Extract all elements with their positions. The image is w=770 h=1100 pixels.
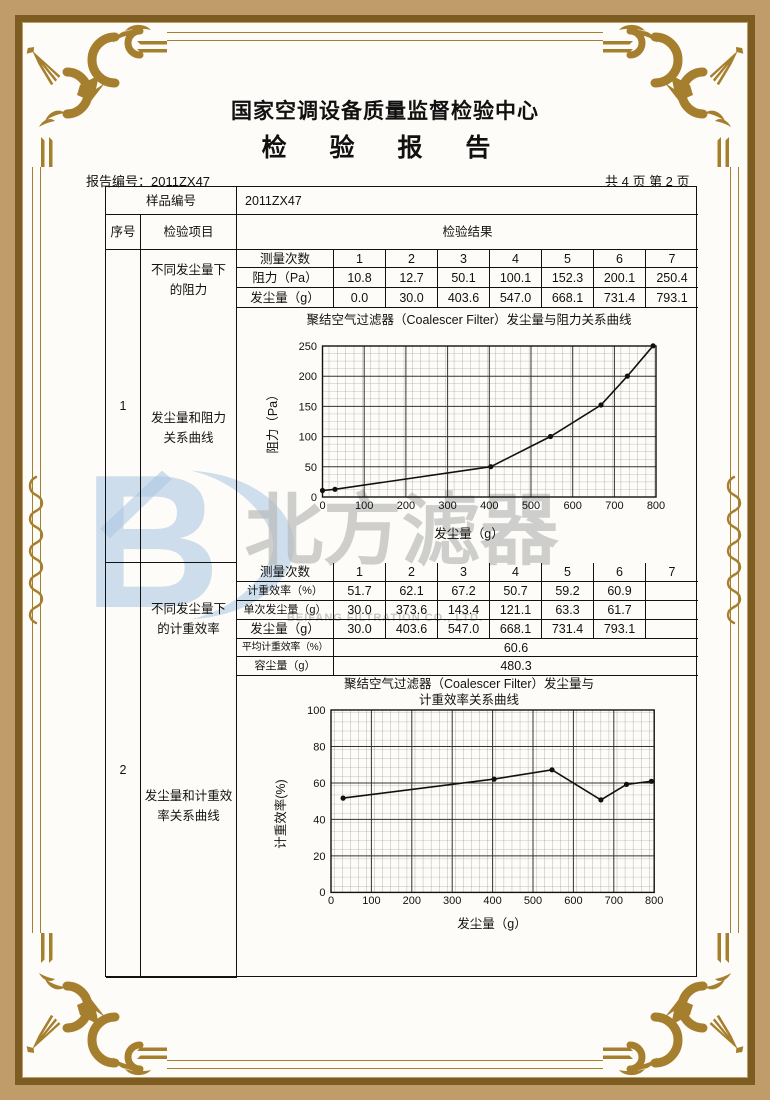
svg-text:400: 400 [480,500,498,512]
svg-text:计重效率(%): 计重效率(%) [273,779,288,848]
svg-text:200: 200 [299,371,317,383]
svg-text:发尘量（g）: 发尘量（g） [434,526,503,541]
svg-text:500: 500 [524,895,542,907]
svg-text:0: 0 [319,887,325,899]
svg-text:聚结空气过滤器（Coalescer Filter）发尘量与: 聚结空气过滤器（Coalescer Filter）发尘量与 [344,676,594,691]
svg-text:600: 600 [564,500,582,512]
svg-text:阻力（Pa）: 阻力（Pa） [266,388,280,453]
svg-text:0: 0 [319,500,325,512]
svg-text:500: 500 [522,500,540,512]
svg-text:100: 100 [307,705,325,717]
svg-text:150: 150 [299,401,317,413]
svg-text:200: 200 [397,500,415,512]
svg-text:60: 60 [313,778,325,790]
svg-text:计重效率关系曲线: 计重效率关系曲线 [419,692,520,707]
svg-text:40: 40 [313,814,325,826]
svg-text:80: 80 [313,742,325,754]
svg-text:100: 100 [362,895,380,907]
svg-text:100: 100 [299,432,317,444]
svg-text:发尘量（g）: 发尘量（g） [457,916,526,931]
svg-text:250: 250 [299,341,317,353]
svg-text:200: 200 [403,895,421,907]
svg-text:0: 0 [328,895,334,907]
svg-text:100: 100 [355,500,373,512]
svg-text:400: 400 [483,895,501,907]
svg-text:20: 20 [313,851,325,863]
svg-text:聚结空气过滤器（Coalescer Filter）发尘量与阻: 聚结空气过滤器（Coalescer Filter）发尘量与阻力关系曲线 [306,312,632,327]
svg-text:700: 700 [605,895,623,907]
svg-text:800: 800 [647,500,665,512]
svg-text:700: 700 [605,500,623,512]
svg-text:600: 600 [564,895,582,907]
svg-text:800: 800 [645,895,663,907]
svg-text:50: 50 [305,462,317,474]
svg-text:0: 0 [311,492,317,504]
svg-text:300: 300 [438,500,456,512]
svg-text:300: 300 [443,895,461,907]
